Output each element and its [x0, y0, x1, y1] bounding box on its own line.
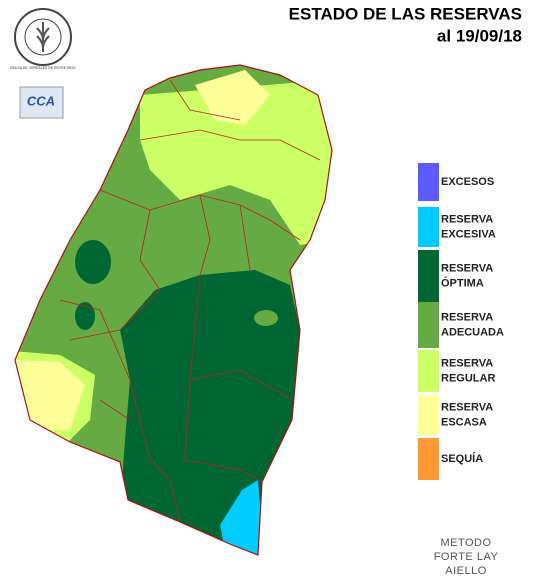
legend-swatch	[418, 207, 439, 247]
legend: EXCESOS RESERVA EXCESIVA RESERVA ÓPTIMA RESER…	[418, 163, 504, 480]
legend-label: RESERVA	[441, 311, 493, 323]
legend-label: RESERVA	[441, 357, 493, 369]
legend-swatch	[418, 250, 439, 302]
method-text: METODO	[440, 537, 491, 549]
title: ESTADO DE LAS RESERVAS	[289, 4, 522, 23]
legend-swatch	[418, 302, 439, 348]
footer: METODO FORTE LAY AIELLO	[434, 537, 499, 576]
bolsa-text: BOLSA DE CEREALES DE ENTRE RIOS	[10, 66, 76, 70]
bolsa-logo: BOLSA DE CEREALES DE ENTRE RIOS	[10, 8, 76, 70]
legend-label: RESERVA	[441, 262, 493, 274]
legend-swatch	[418, 350, 439, 392]
cca-text: CCA	[27, 93, 55, 108]
method-text: AIELLO	[445, 565, 487, 576]
legend-label: RESERVA	[441, 401, 493, 413]
legend-label: EXCESOS	[441, 176, 494, 188]
cca-logo: CCA	[19, 86, 64, 119]
legend-label: ÓPTIMA	[441, 276, 484, 289]
legend-swatch	[418, 163, 439, 201]
method-text: FORTE LAY	[434, 551, 499, 563]
legend-label: REGULAR	[441, 372, 495, 384]
date: al 19/09/18	[437, 26, 522, 45]
legend-label: EXCESIVA	[441, 228, 496, 240]
map	[14, 64, 333, 556]
legend-swatch	[418, 438, 439, 480]
legend-label: ESCASA	[441, 416, 487, 428]
legend-label: SEQUÍA	[441, 452, 483, 465]
legend-label: RESERVA	[441, 213, 493, 225]
legend-swatch	[418, 395, 439, 435]
legend-label: ADECUADA	[441, 326, 504, 338]
